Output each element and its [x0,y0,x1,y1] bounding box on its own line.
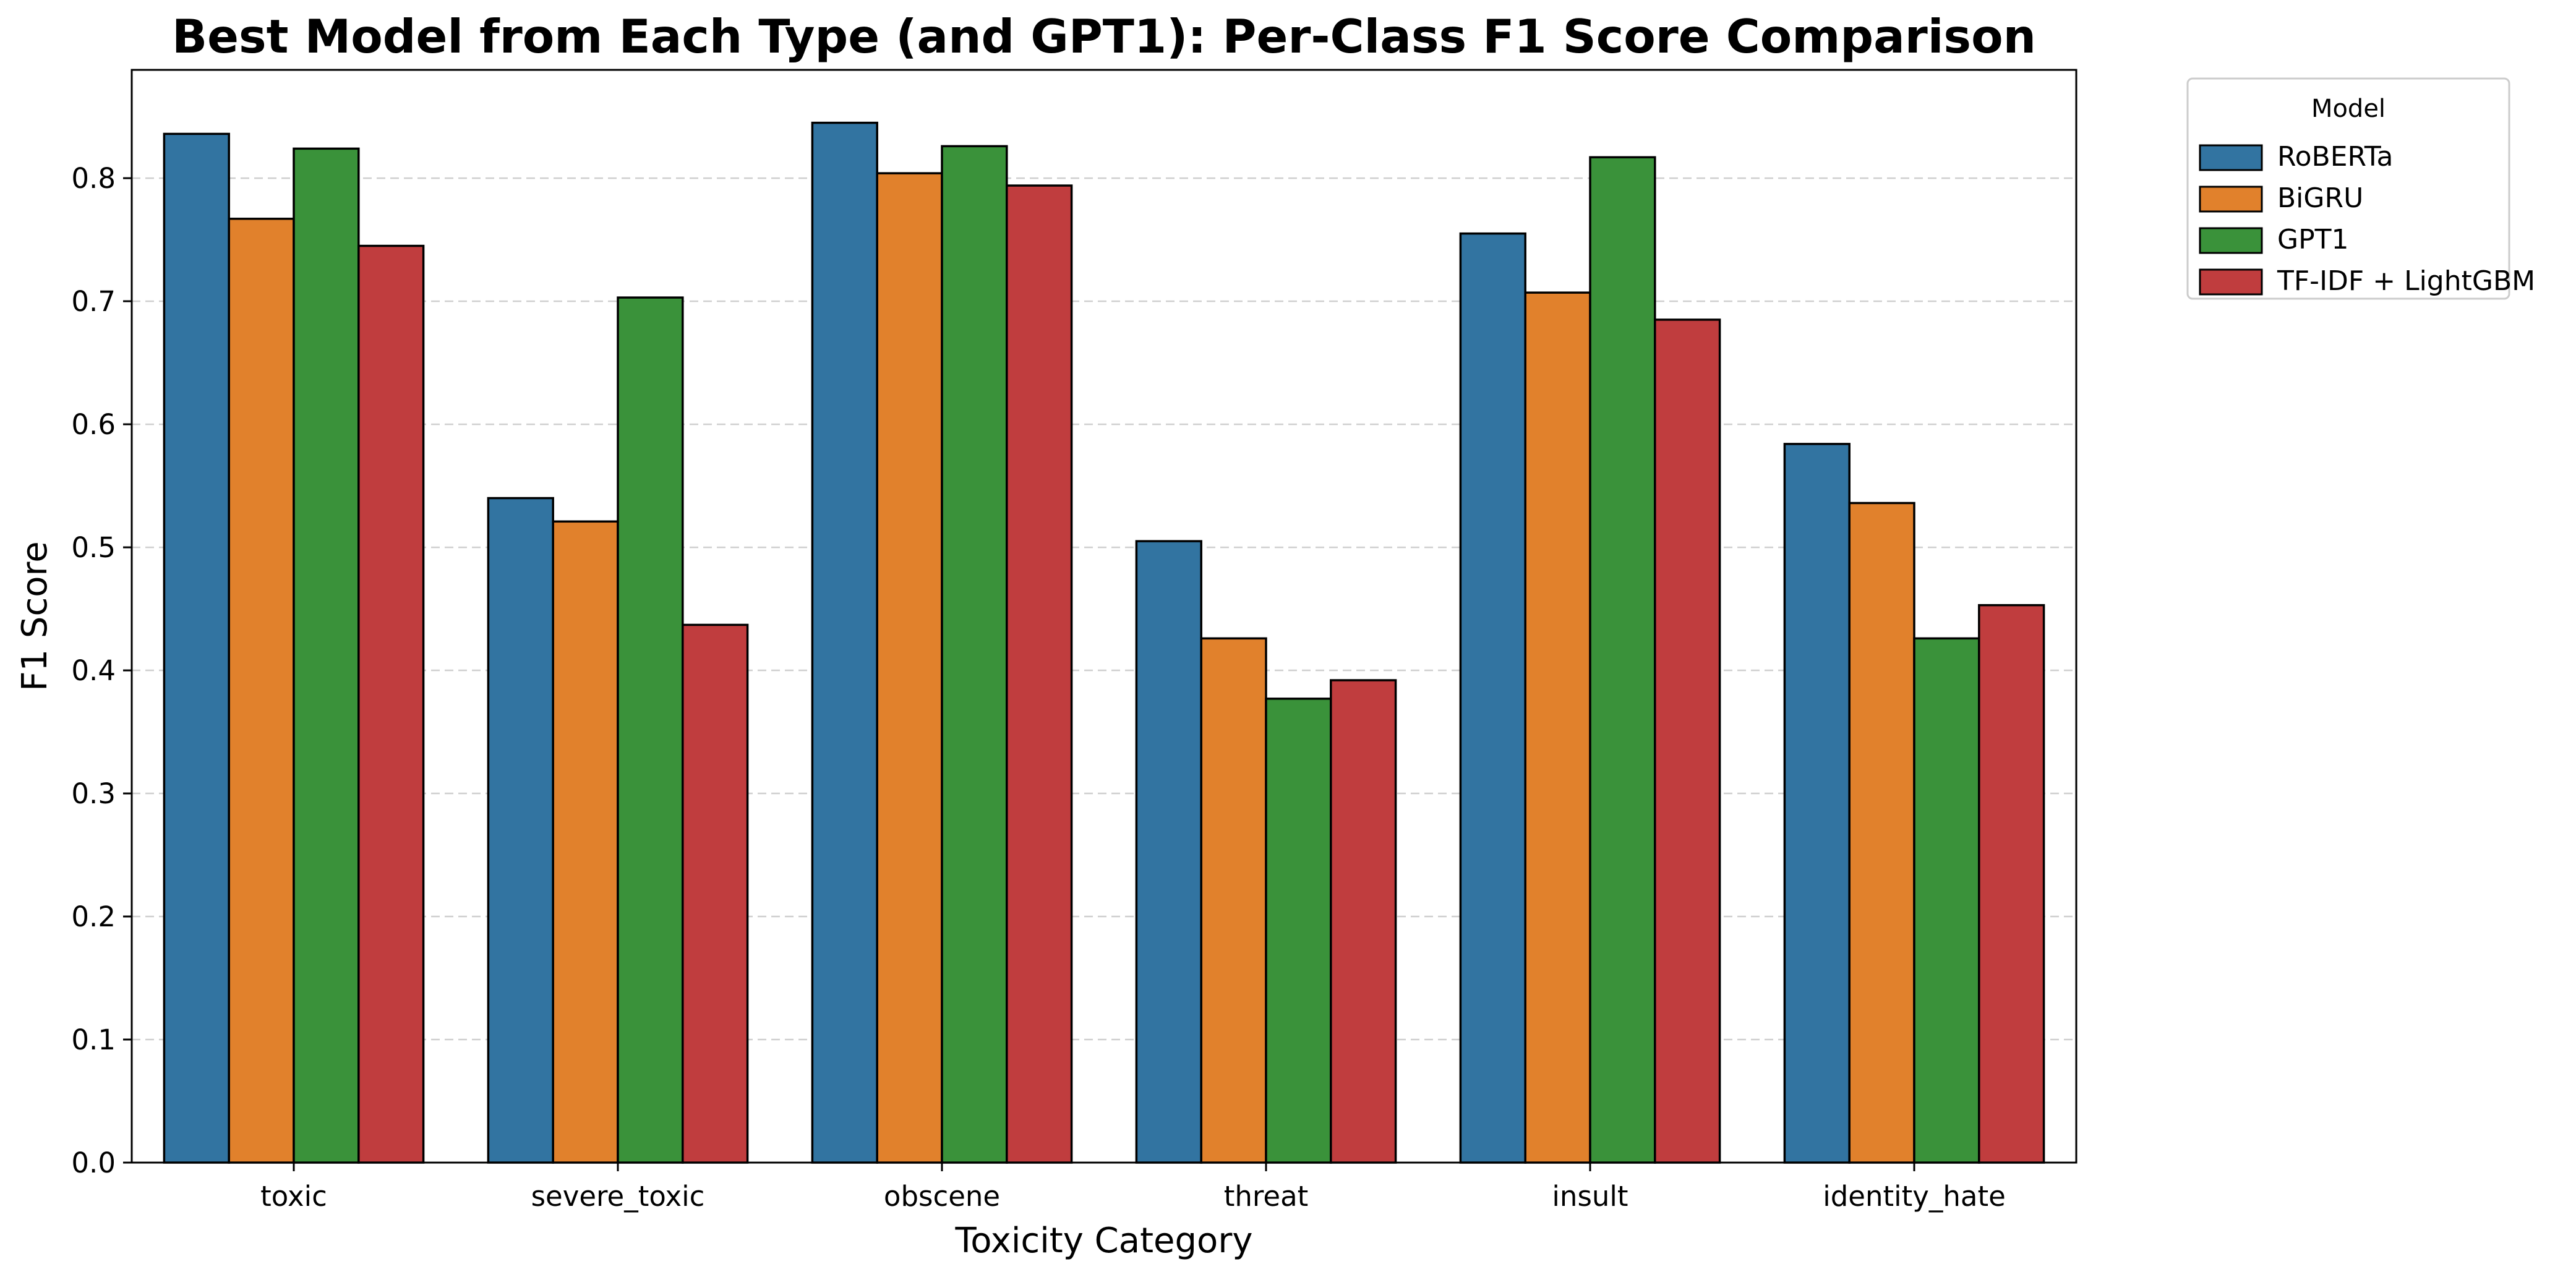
x-tick-label: threat [1224,1180,1309,1213]
bar-gpt1-threat [1265,698,1332,1164]
bar-roberta-insult [1459,232,1526,1164]
x-axis-label: Toxicity Category [955,1221,1253,1261]
bar-tf-idf-lightgbm-insult [1654,318,1721,1164]
legend-items: RoBERTa BiGRU GPT1 TF-IDF + LightGBM [2199,141,2535,297]
bar-roberta-obscene [811,121,878,1164]
chart-title: Best Model from Each Type (and GPT1): Pe… [172,9,2036,64]
legend-swatch [2199,268,2263,296]
y-tick-label: 0.8 [71,162,116,195]
y-axis-ticks: 0.0 0.1 0.2 0.3 0.4 0.5 0.6 0.7 0.8 [71,162,132,1179]
legend-label: GPT1 [2277,224,2349,255]
y-tick-label: 0.0 [71,1147,116,1179]
bar-bigru-obscene [876,172,943,1164]
bar-roberta-toxic [163,132,230,1164]
y-tick-label: 0.7 [71,285,116,318]
plot-area-frame [131,69,2077,1164]
bar-roberta-severe-toxic [487,497,554,1164]
x-tick-label: identity_hate [1823,1180,2006,1213]
bar-bigru-toxic [228,218,295,1164]
bar-bigru-threat [1200,637,1267,1164]
bar-tf-idf-lightgbm-severe-toxic [682,623,749,1164]
y-tick-label: 0.6 [71,408,116,441]
legend-swatch [2199,227,2263,254]
bar-gpt1-obscene [941,145,1008,1164]
legend-label: TF-IDF + LightGBM [2277,265,2535,297]
bar-gpt1-insult [1589,156,1656,1164]
x-tick-label: toxic [260,1180,327,1213]
x-tick-label: obscene [884,1180,1000,1213]
legend-label: BiGRU [2277,182,2363,214]
bar-tf-idf-lightgbm-toxic [357,244,425,1164]
legend-title: Model [2311,95,2386,123]
x-axis-ticks: toxic severe_toxic obscene threat insult iden… [260,1163,2006,1213]
bar-bigru-identity-hate [1848,502,1915,1164]
bar-bigru-severe-toxic [552,520,619,1164]
bar-roberta-threat [1135,540,1202,1164]
legend-label: RoBERTa [2277,141,2393,173]
y-tick-label: 0.2 [71,900,116,933]
bar-tf-idf-lightgbm-threat [1330,679,1397,1164]
x-tick-label: severe_toxic [531,1180,705,1213]
bar-gpt1-toxic [293,147,360,1164]
y-tick-label: 0.3 [71,777,116,810]
bar-gpt1-identity-hate [1913,637,1980,1164]
y-tick-label: 0.5 [71,531,116,564]
bar-roberta-identity-hate [1783,443,1851,1164]
bar-bigru-insult [1524,291,1591,1164]
y-tick-label: 0.4 [71,654,116,687]
legend: Model RoBERTa BiGRU GPT1 TF-IDF + LightGBM [2186,77,2535,300]
y-tick-label: 0.1 [71,1023,116,1056]
y-gridlines [132,177,2076,1041]
x-tick-label: insult [1552,1180,1628,1213]
legend-box [2186,77,2510,300]
legend-swatch [2199,144,2263,171]
bars [163,121,2045,1164]
y-axis-label: F1 Score [15,541,55,691]
legend-swatch [2199,186,2263,213]
bar-tf-idf-lightgbm-obscene [1006,184,1073,1164]
bar-gpt1-severe-toxic [617,296,684,1164]
bar-tf-idf-lightgbm-identity-hate [1978,604,2045,1164]
